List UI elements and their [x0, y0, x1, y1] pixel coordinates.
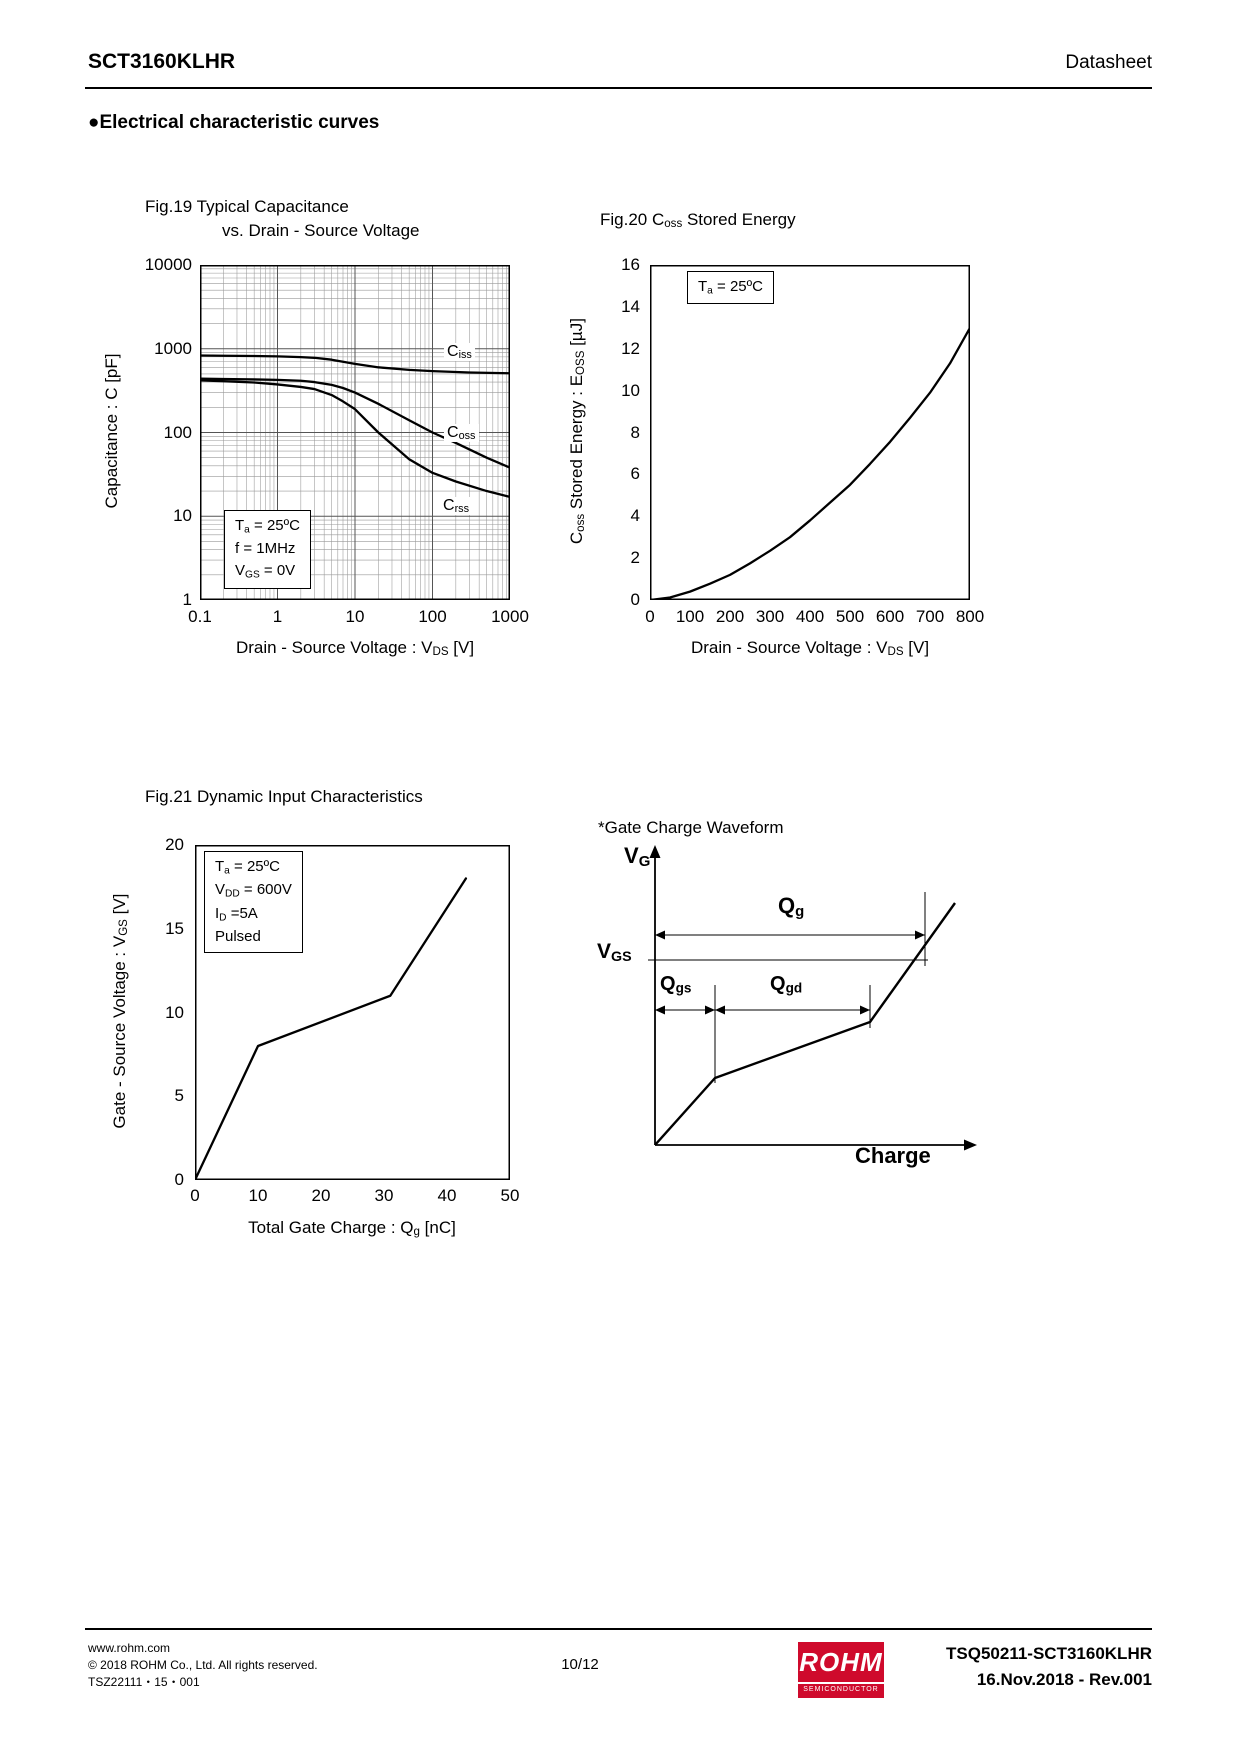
- tick-label: 6: [630, 464, 640, 484]
- page-number: 10/12: [561, 1656, 599, 1673]
- tick-label: 10000: [144, 255, 192, 274]
- tick-label: 8: [630, 422, 640, 442]
- tick-label: 50: [500, 1186, 520, 1205]
- gate-charge-waveform-diagram: [648, 845, 977, 1151]
- tick-label: 400: [795, 607, 825, 626]
- tick-label: 4: [630, 506, 640, 526]
- tick-label: 10: [621, 380, 640, 400]
- tick-label: 0: [190, 1186, 200, 1205]
- fig20-x-axis-label: Drain - Source Voltage : VDS [V]: [690, 638, 930, 659]
- footer-copyright: © 2018 ROHM Co., Ltd. All rights reserve…: [88, 1658, 318, 1672]
- fig19-title-line2: vs. Drain - Source Voltage: [222, 221, 420, 240]
- tick-label: 1: [272, 607, 283, 626]
- header-rule: [85, 87, 1152, 89]
- tick-label: 1: [182, 590, 192, 609]
- fig19-y-axis-label: Capacitance : C [pF]: [102, 353, 121, 509]
- fig20-cond-line1: Ta = 25ºC: [698, 278, 763, 297]
- rohm-logo: ROHM SEMICONDUCTOR: [798, 1642, 884, 1698]
- section-title: ●Electrical characteristic curves: [88, 112, 380, 133]
- footer-website: www.rohm.com: [88, 1641, 171, 1655]
- tick-label: 16: [621, 255, 640, 274]
- fig21-cond-line1: Ta = 25ºC: [215, 858, 280, 877]
- page-title: SCT3160KLHR: [88, 50, 236, 73]
- tick-label: 500: [835, 607, 865, 626]
- fig19-x-axis-label: Drain - Source Voltage : VDS [V]: [235, 638, 475, 659]
- tick-label: 10: [248, 1186, 268, 1205]
- tick-label: 30: [374, 1186, 394, 1205]
- tick-label: 100: [163, 422, 192, 442]
- tick-label: 0: [174, 1170, 184, 1189]
- fig20-conditions-box: Ta = 25ºC: [687, 271, 774, 305]
- tick-label: 0: [645, 607, 655, 626]
- tick-label: 20: [165, 835, 184, 854]
- tick-label: 12: [621, 338, 640, 358]
- fig19-coss-label: Coss: [444, 424, 479, 443]
- doc-type-label: Datasheet: [1065, 52, 1152, 73]
- tick-label: 600: [875, 607, 905, 626]
- footer-revision: 16.Nov.2018 - Rev.001: [976, 1670, 1152, 1689]
- fig21-title: Fig.21 Dynamic Input Characteristics: [145, 787, 423, 806]
- tick-label: 5: [174, 1086, 184, 1106]
- fig21-conditions-box: Ta = 25ºC VDD = 600V ID =5A Pulsed: [204, 851, 303, 954]
- fig19-cond-line2: f = 1MHz: [235, 540, 296, 558]
- tick-label: 10: [345, 607, 365, 626]
- tick-label: 2: [630, 548, 640, 568]
- tick-label: 700: [915, 607, 945, 626]
- fig19-conditions-box: Ta = 25ºC f = 1MHz VGS = 0V: [224, 510, 311, 589]
- tick-label: 1000: [491, 607, 529, 626]
- waveform-qgd-label: Qgd: [770, 973, 803, 996]
- tick-label: 10: [165, 1002, 184, 1022]
- footer-doc-number: TSQ50211-SCT3160KLHR: [946, 1644, 1152, 1663]
- footer-doc-code: TSZ22111・15・001: [88, 1675, 200, 1689]
- fig19-plot: [200, 265, 510, 600]
- fig21-cond-line3: ID =5A: [215, 904, 258, 924]
- tick-label: 15: [165, 918, 184, 938]
- tick-label: 300: [755, 607, 785, 626]
- tick-label: 0.1: [188, 607, 212, 626]
- fig20-y-axis-label: Coss Stored Energy : EOSS [µJ]: [566, 318, 588, 545]
- fig20-plot: [650, 265, 970, 600]
- tick-label: 1000: [154, 338, 192, 358]
- fig19-cond-line3: VGS = 0V: [235, 562, 296, 581]
- rohm-logo-subtext: SEMICONDUCTOR: [798, 1682, 884, 1696]
- fig19-cond-line1: Ta = 25ºC: [235, 517, 300, 536]
- waveform-title: *Gate Charge Waveform: [598, 818, 784, 837]
- waveform-vgs-label: VGS: [597, 940, 632, 965]
- fig19-crss-label: Crss: [440, 497, 473, 516]
- fig20-title: Fig.20 Coss Stored Energy: [600, 210, 796, 231]
- fig19-title-line1: Fig.19 Typical Capacitance: [145, 197, 349, 216]
- tick-label: 20: [311, 1186, 331, 1205]
- tick-label: 100: [675, 607, 705, 626]
- waveform-charge-label: Charge: [855, 1143, 931, 1168]
- tick-label: 10: [173, 506, 192, 526]
- footer-rule: [85, 1628, 1152, 1630]
- waveform-qgs-label: Qgs: [660, 973, 692, 996]
- tick-label: 100: [418, 607, 447, 626]
- fig19-ciss-label: Ciss: [444, 343, 475, 362]
- fig21-x-axis-label: Total Gate Charge : Qg [nC]: [248, 1218, 456, 1239]
- tick-label: 40: [437, 1186, 457, 1205]
- waveform-qg-label: Qg: [778, 893, 805, 921]
- fig21-plot: [195, 845, 510, 1180]
- waveform-vg-label: VG: [624, 843, 651, 871]
- tick-label: 200: [715, 607, 745, 626]
- tick-label: 800: [955, 607, 985, 626]
- tick-label: 14: [621, 296, 640, 316]
- fig21-y-axis-label: Gate - Source Voltage : VGS [V]: [109, 893, 131, 1129]
- tick-label: 0: [630, 590, 640, 609]
- fig21-cond-line4: Pulsed: [215, 928, 261, 946]
- fig21-cond-line2: VDD = 600V: [215, 881, 292, 901]
- rohm-logo-text: ROHM: [799, 1647, 883, 1677]
